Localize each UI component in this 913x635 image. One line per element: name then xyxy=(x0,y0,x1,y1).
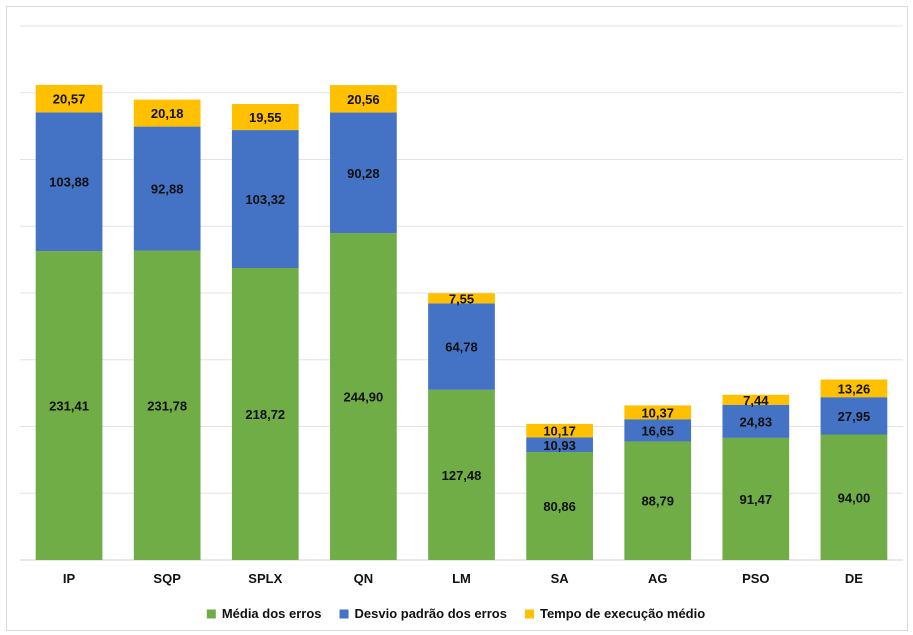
bar-segment xyxy=(35,84,103,113)
bar-segment xyxy=(722,394,790,405)
data-label: 231,78 xyxy=(147,398,187,413)
bar-segment xyxy=(231,130,299,269)
data-labels: 231,41 103,88 20,57 231,78 92,88 20,18 218,72 1… xyxy=(49,92,870,514)
bar-segment xyxy=(231,103,299,131)
bar-segment xyxy=(526,423,593,438)
data-label: 10,17 xyxy=(543,424,576,439)
bar-segment xyxy=(133,126,201,251)
category-label: SQP xyxy=(153,571,181,586)
bar-segment xyxy=(133,250,201,560)
legend-swatch xyxy=(339,609,349,619)
bar-segment xyxy=(133,99,201,127)
category-label: IP xyxy=(63,571,76,586)
data-label: 94,00 xyxy=(838,490,871,505)
data-label: 27,95 xyxy=(838,409,871,424)
data-label: 7,55 xyxy=(449,291,474,306)
bar-segment xyxy=(330,85,397,113)
legend-label: Desvio padrão dos erros xyxy=(355,606,507,621)
category-label: AG xyxy=(648,571,668,586)
bar-segment xyxy=(820,379,888,398)
legend-swatch xyxy=(206,609,216,619)
data-label: 19,55 xyxy=(249,110,282,125)
data-label: 90,28 xyxy=(347,166,380,181)
bar-segment xyxy=(624,441,692,560)
legend-swatch xyxy=(524,609,534,619)
bar-segment xyxy=(428,389,495,560)
data-label: 91,47 xyxy=(740,492,773,507)
category-label: SPLX xyxy=(248,571,282,586)
data-label: 16,65 xyxy=(641,423,674,438)
category-label: SA xyxy=(551,571,570,586)
bar-segment xyxy=(428,303,495,390)
bar-segment xyxy=(624,405,692,420)
category-label: QN xyxy=(354,571,374,586)
category-axis: IP SQP SPLX QN LM SA AG PSO DE xyxy=(63,571,863,586)
bar-segment xyxy=(330,233,397,560)
bar-segment xyxy=(820,397,888,435)
data-label: 24,83 xyxy=(740,414,773,429)
bars xyxy=(35,84,888,560)
bar-segment xyxy=(820,434,888,560)
data-label: 20,18 xyxy=(151,106,184,121)
data-label: 244,90 xyxy=(344,390,384,405)
bar-segment xyxy=(231,268,299,560)
data-label: 80,86 xyxy=(543,499,576,514)
data-label: 10,93 xyxy=(543,438,576,453)
bar-segment xyxy=(330,112,397,234)
data-label: 13,26 xyxy=(838,381,871,396)
data-label: 103,88 xyxy=(49,175,89,190)
bar-segment xyxy=(526,437,593,453)
category-label: DE xyxy=(845,571,863,586)
chart-frame xyxy=(6,6,908,631)
data-label: 20,57 xyxy=(53,92,86,107)
category-label: PSO xyxy=(742,571,769,586)
bar-segment xyxy=(722,404,790,438)
legend: Média dos erros Desvio padrão dos erros Te… xyxy=(206,606,705,621)
data-label: 231,41 xyxy=(49,399,89,414)
bar-segment xyxy=(722,437,790,560)
data-label: 7,44 xyxy=(743,393,769,408)
data-label: 64,78 xyxy=(445,340,478,355)
category-label: LM xyxy=(452,571,471,586)
bar-segment xyxy=(526,452,593,560)
data-label: 88,79 xyxy=(641,494,674,509)
data-label: 92,88 xyxy=(151,182,184,197)
legend-label: Média dos erros xyxy=(222,606,322,621)
data-label: 20,56 xyxy=(347,92,380,107)
data-label: 127,48 xyxy=(442,468,482,483)
data-label: 218,72 xyxy=(245,407,285,422)
bar-segment xyxy=(35,112,103,252)
bar-segment xyxy=(428,293,495,304)
bar-segment xyxy=(624,419,692,442)
legend-label: Tempo de execução médio xyxy=(540,606,705,621)
data-label: 10,37 xyxy=(641,405,674,420)
bar-segment xyxy=(35,251,103,560)
data-label: 103,32 xyxy=(245,192,285,207)
